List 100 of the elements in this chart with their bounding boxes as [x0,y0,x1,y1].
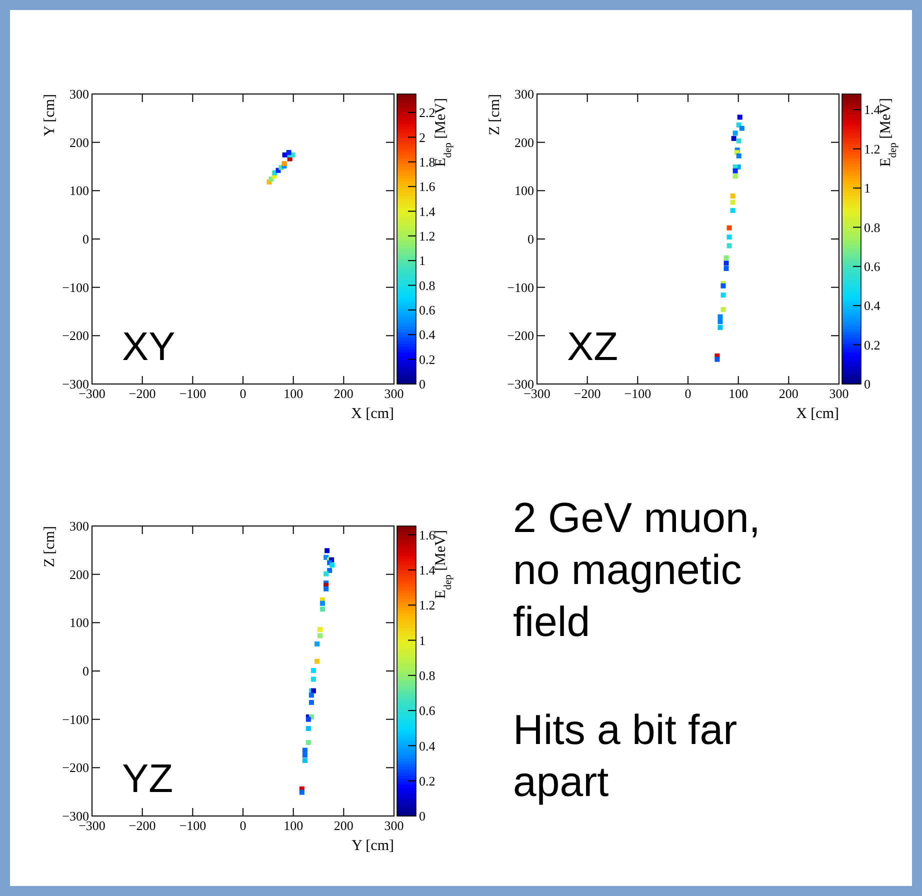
y-axis-title: Y [cm] [42,94,58,136]
point [286,150,292,155]
point [330,562,335,568]
point [282,152,288,158]
color-bar-label: 0.8 [419,668,436,683]
x-tick-label: 300 [829,386,849,401]
point [730,200,736,205]
point [299,790,304,795]
color-bar-label: 0.4 [864,298,881,314]
y-tick-label: 300 [514,86,534,102]
x-tick-label: −200 [574,386,601,401]
point [732,174,738,179]
point [302,748,308,753]
x-tick-label: 200 [778,386,798,401]
color-bar-label: 0.2 [864,337,880,352]
point [724,255,729,260]
x-tick-label: 0 [240,386,246,401]
y-tick-label: 200 [70,134,89,150]
y-tick-label: −200 [507,328,534,344]
y-tick-label: 100 [70,183,89,198]
x-tick-label: 200 [334,386,354,401]
y-tick-label: −200 [62,760,89,776]
point [302,758,308,763]
x-tick-label: −100 [624,386,652,401]
y-tick-label: −100 [507,280,534,295]
point [724,266,729,271]
point [720,292,726,298]
x-tick-label: −100 [179,386,206,401]
point [731,136,736,141]
point [718,314,723,320]
y-tick-label: 100 [514,183,534,198]
color-bar-label: 1 [864,180,870,196]
y-tick-label: −100 [62,280,89,295]
point [726,234,732,240]
color-bar-label: 0.4 [419,738,436,754]
color-bar-label: 0.2 [419,773,436,788]
point [736,153,742,158]
x-axis-title: X [cm] [796,406,839,422]
point [318,626,323,632]
x-tick-label: 100 [284,818,304,833]
color-bar-label: 0.6 [419,302,436,318]
annotation: XZ [567,325,618,369]
point [726,225,732,230]
color-bar-label: 0.6 [419,703,436,718]
x-tick-label: 300 [384,386,404,401]
point [732,130,738,136]
point [282,161,287,166]
point [314,658,320,664]
y-tick-label: −100 [62,712,89,727]
color-bar-label: 1 [419,632,426,648]
point [308,700,314,705]
x-tick-label: 100 [284,386,304,401]
point [730,208,736,213]
x-tick-label: 200 [334,818,354,833]
x-tick-label: −200 [128,818,156,833]
color-bar-label: 1.2 [419,598,436,613]
point [306,726,311,732]
color-bar-label: 1.2 [864,141,880,156]
point [737,114,742,120]
color-bar-label: 0.6 [864,258,881,274]
color-bar-label: 1.4 [419,204,436,219]
x-tick-label: 0 [240,818,246,833]
point [724,260,729,266]
annotation: YZ [122,757,174,801]
point [306,716,311,722]
point [736,138,742,144]
y-tick-label: 100 [70,615,89,630]
y-tick-label: 0 [528,232,534,247]
color-bar-label: 2 [419,130,426,145]
color-bar-label: 1.4 [864,102,881,118]
point [718,319,723,324]
point [714,356,720,362]
point [318,633,323,638]
y-tick-label: 300 [70,518,89,534]
color-bar-label: 0.4 [419,327,436,342]
y-tick-label: −200 [62,328,89,344]
y-tick-label: 0 [82,664,89,679]
color-bar-label: 0.2 [419,352,436,367]
point [320,600,326,606]
x-tick-label: −100 [179,818,206,833]
point [732,168,738,174]
color-bar-label: 1.6 [419,179,436,194]
text: Hits a bit far apart [513,705,738,807]
x-tick-label: 300 [384,818,404,833]
color-bar-label: 0.8 [419,278,436,293]
point [310,676,316,682]
color-bar-label: 2.2 [419,105,436,120]
color-bar-label: 0.8 [864,220,880,235]
x-axis-title: X [cm] [351,406,394,422]
y-axis-title: Z [cm] [487,94,503,136]
x-tick-label: 0 [684,386,692,401]
y-tick-label: 0 [82,232,89,247]
point [720,307,726,312]
point [314,641,320,646]
point [324,548,330,554]
point [320,606,326,612]
point [308,692,314,698]
color-bar-label: 1 [419,253,426,268]
point [739,126,744,131]
y-tick-label: 200 [70,566,89,582]
